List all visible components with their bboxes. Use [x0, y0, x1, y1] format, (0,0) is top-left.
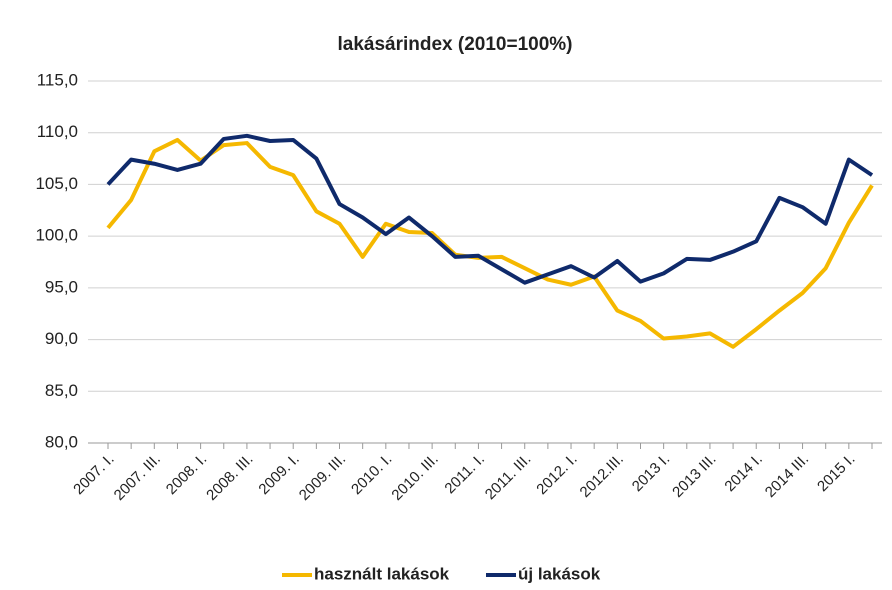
x-tick-label: 2014 I. — [721, 451, 765, 495]
x-tick-label: 2014 III. — [762, 451, 812, 501]
x-tick-label: 2011. I. — [441, 451, 488, 498]
x-tick-label: 2008. III. — [203, 451, 256, 504]
y-tick-label: 80,0 — [45, 432, 78, 451]
x-tick-label: 2013 I. — [629, 451, 673, 495]
y-tick-label: 100,0 — [35, 226, 78, 245]
legend-label: új lakások — [518, 564, 601, 583]
x-tick-label: 2012.III. — [577, 451, 627, 501]
x-tick-label: 2007. III. — [111, 451, 164, 504]
y-tick-label: 115,0 — [37, 70, 78, 89]
x-tick-label: 2010. III. — [388, 451, 441, 504]
y-tick-label: 110,0 — [37, 122, 78, 141]
y-tick-label: 105,0 — [35, 174, 78, 193]
legend-label: használt lakások — [314, 564, 450, 583]
x-tick-label: 2015 I. — [814, 451, 858, 495]
y-tick-label: 95,0 — [45, 277, 78, 296]
series-line — [106, 133, 874, 285]
x-tick-label: 2009. III. — [296, 451, 349, 504]
y-tick-label: 90,0 — [45, 329, 78, 348]
y-tick-label: 85,0 — [45, 381, 78, 400]
series-line — [106, 137, 874, 349]
x-tick-label: 2012. I. — [533, 451, 580, 498]
x-tick-label: 2011. III. — [482, 451, 535, 504]
x-tick-label: 2013 III. — [669, 451, 719, 501]
chart-title: lakásárindex (2010=100%) — [337, 34, 572, 55]
